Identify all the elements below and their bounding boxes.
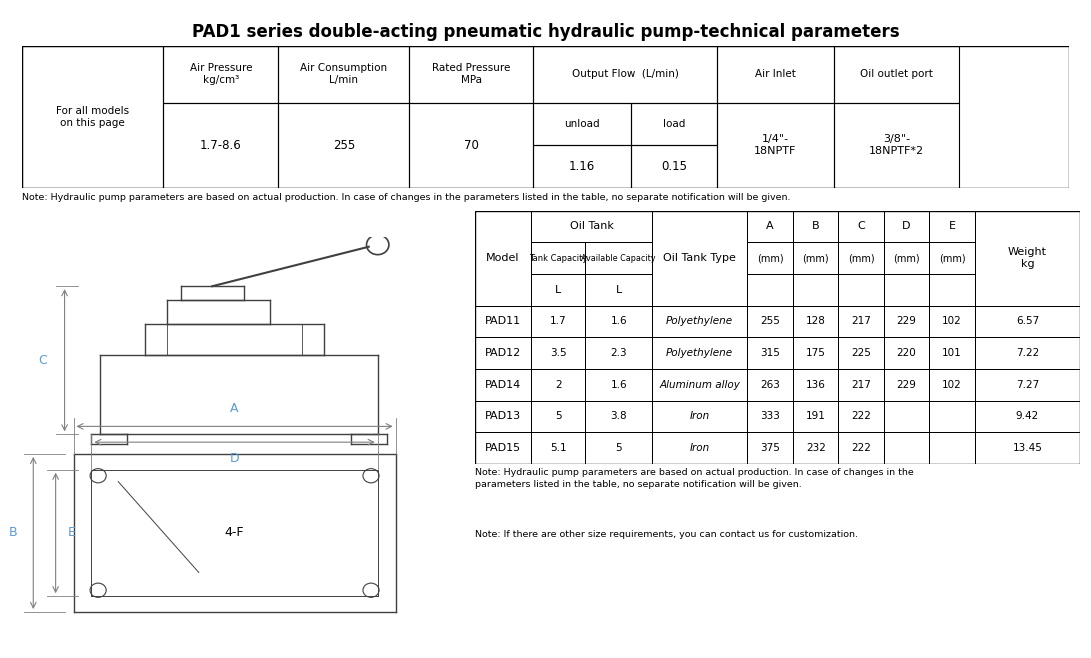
Text: D: D bbox=[230, 452, 239, 465]
Text: Oil Tank Type: Oil Tank Type bbox=[663, 253, 736, 263]
Text: Air Inlet: Air Inlet bbox=[755, 69, 795, 80]
Text: 136: 136 bbox=[806, 380, 826, 390]
Text: 102: 102 bbox=[943, 316, 962, 326]
Text: 9.42: 9.42 bbox=[1016, 411, 1039, 421]
Text: PAD1 series double-acting pneumatic hydraulic pump-technical parameters: PAD1 series double-acting pneumatic hydr… bbox=[192, 23, 899, 41]
Text: PAD12: PAD12 bbox=[484, 348, 520, 358]
Text: Weight
kg: Weight kg bbox=[1008, 247, 1047, 269]
Text: 222: 222 bbox=[851, 411, 871, 421]
Text: PAD14: PAD14 bbox=[484, 380, 520, 390]
Text: 315: 315 bbox=[760, 348, 780, 358]
Text: 2: 2 bbox=[555, 380, 562, 390]
Text: PAD11: PAD11 bbox=[484, 316, 520, 326]
Text: 4-F: 4-F bbox=[225, 526, 244, 540]
Text: A: A bbox=[230, 401, 239, 415]
Text: 229: 229 bbox=[897, 380, 916, 390]
Text: 229: 229 bbox=[897, 316, 916, 326]
Text: 222: 222 bbox=[851, 443, 871, 453]
Text: Output Flow  (L/min): Output Flow (L/min) bbox=[572, 69, 679, 80]
Text: 7.22: 7.22 bbox=[1016, 348, 1039, 358]
Text: 5: 5 bbox=[555, 411, 562, 421]
Text: Available Capacity: Available Capacity bbox=[582, 253, 656, 263]
Text: 333: 333 bbox=[760, 411, 780, 421]
Text: 225: 225 bbox=[851, 348, 871, 358]
Text: Note: Hydraulic pump parameters are based on actual production. In case of chang: Note: Hydraulic pump parameters are base… bbox=[22, 193, 790, 202]
Text: 13.45: 13.45 bbox=[1012, 443, 1042, 453]
Text: 1.7: 1.7 bbox=[550, 316, 566, 326]
Text: L: L bbox=[615, 285, 622, 295]
Text: 3.5: 3.5 bbox=[550, 348, 566, 358]
Text: 255: 255 bbox=[760, 316, 780, 326]
Text: 6.57: 6.57 bbox=[1016, 316, 1039, 326]
Text: Oil Tank: Oil Tank bbox=[570, 221, 613, 232]
Text: Oil outlet port: Oil outlet port bbox=[860, 69, 933, 80]
Text: 101: 101 bbox=[943, 348, 962, 358]
Text: 375: 375 bbox=[760, 443, 780, 453]
Text: PAD15: PAD15 bbox=[484, 443, 520, 453]
Text: E: E bbox=[68, 526, 75, 540]
Text: 220: 220 bbox=[897, 348, 916, 358]
Text: load: load bbox=[663, 119, 685, 129]
Text: 1.6: 1.6 bbox=[610, 316, 627, 326]
Text: (mm): (mm) bbox=[938, 253, 966, 263]
Text: 70: 70 bbox=[464, 139, 479, 151]
Text: Note: Hydraulic pump parameters are based on actual production. In case of chang: Note: Hydraulic pump parameters are base… bbox=[475, 468, 913, 490]
Text: 0.15: 0.15 bbox=[661, 160, 687, 173]
Text: (mm): (mm) bbox=[848, 253, 875, 263]
Text: E: E bbox=[948, 221, 956, 232]
Text: Iron: Iron bbox=[690, 443, 709, 453]
Text: 232: 232 bbox=[806, 443, 826, 453]
Text: 102: 102 bbox=[943, 380, 962, 390]
Text: 3.8: 3.8 bbox=[610, 411, 627, 421]
Text: (mm): (mm) bbox=[803, 253, 829, 263]
Text: Tank Capacity: Tank Capacity bbox=[529, 253, 587, 263]
Text: Polyethylene: Polyethylene bbox=[666, 348, 733, 358]
Text: 1.16: 1.16 bbox=[570, 160, 596, 173]
Text: 191: 191 bbox=[806, 411, 826, 421]
Text: 7.27: 7.27 bbox=[1016, 380, 1039, 390]
Text: 175: 175 bbox=[806, 348, 826, 358]
Text: For all models
on this page: For all models on this page bbox=[56, 106, 129, 128]
Text: 1.6: 1.6 bbox=[610, 380, 627, 390]
Text: 3/8"-
18NPTF*2: 3/8"- 18NPTF*2 bbox=[868, 134, 924, 156]
Text: L: L bbox=[555, 285, 561, 295]
Text: Air Pressure
kg/cm³: Air Pressure kg/cm³ bbox=[190, 63, 252, 86]
Text: 5.1: 5.1 bbox=[550, 443, 566, 453]
Text: 217: 217 bbox=[851, 316, 871, 326]
Text: B: B bbox=[9, 526, 17, 540]
Text: Rated Pressure
MPa: Rated Pressure MPa bbox=[432, 63, 511, 86]
Text: Aluminum alloy: Aluminum alloy bbox=[659, 380, 740, 390]
Text: 263: 263 bbox=[760, 380, 780, 390]
Text: 217: 217 bbox=[851, 380, 871, 390]
Text: (mm): (mm) bbox=[757, 253, 783, 263]
Text: (mm): (mm) bbox=[894, 253, 920, 263]
Text: 128: 128 bbox=[806, 316, 826, 326]
Text: B: B bbox=[812, 221, 819, 232]
Text: 1.7-8.6: 1.7-8.6 bbox=[200, 139, 242, 151]
Text: Iron: Iron bbox=[690, 411, 709, 421]
Text: C: C bbox=[38, 354, 47, 367]
Text: 5: 5 bbox=[615, 443, 622, 453]
Text: unload: unload bbox=[564, 119, 600, 129]
Text: 2.3: 2.3 bbox=[610, 348, 627, 358]
Text: Polyethylene: Polyethylene bbox=[666, 316, 733, 326]
Text: A: A bbox=[766, 221, 774, 232]
Text: Air Consumption
L/min: Air Consumption L/min bbox=[300, 63, 387, 86]
Text: Model: Model bbox=[485, 253, 519, 263]
Text: PAD13: PAD13 bbox=[484, 411, 520, 421]
Text: C: C bbox=[858, 221, 865, 232]
Text: 1/4"-
18NPTF: 1/4"- 18NPTF bbox=[754, 134, 796, 156]
Text: D: D bbox=[902, 221, 911, 232]
Text: 255: 255 bbox=[333, 139, 355, 151]
Text: Note: If there are other size requirements, you can contact us for customization: Note: If there are other size requiremen… bbox=[475, 530, 858, 539]
